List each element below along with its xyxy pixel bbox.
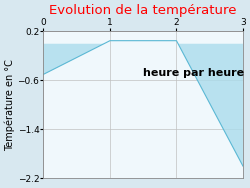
Text: heure par heure: heure par heure: [142, 68, 244, 78]
Y-axis label: Température en °C: Température en °C: [4, 59, 15, 151]
Title: Evolution de la température: Evolution de la température: [50, 4, 237, 17]
